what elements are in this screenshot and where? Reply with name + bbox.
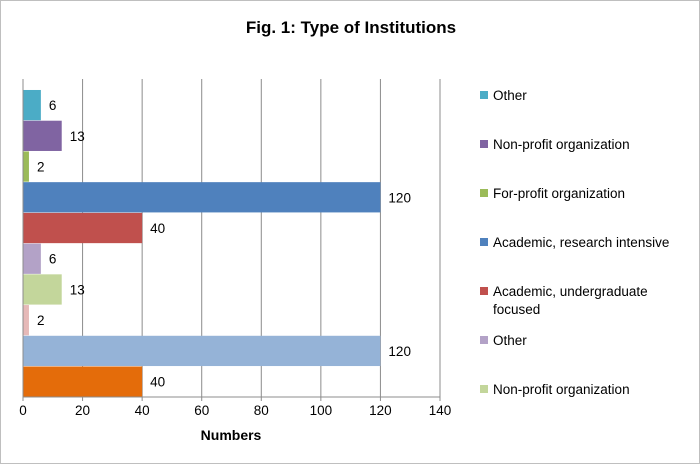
- data-label: 120: [388, 344, 411, 359]
- legend-label: focused: [493, 302, 540, 317]
- x-tick-label: 80: [254, 403, 269, 418]
- data-label: 40: [150, 221, 165, 236]
- bar: [23, 335, 381, 367]
- bar: [23, 305, 29, 336]
- bar: [23, 182, 381, 213]
- legend-item: Other: [480, 88, 527, 103]
- data-label: 13: [70, 129, 85, 144]
- x-tick-label: 120: [369, 403, 392, 418]
- data-label: 13: [70, 282, 85, 297]
- data-labels: 6 13 2 120 40 6 13 2 120 40: [37, 98, 411, 390]
- data-label: 2: [37, 313, 45, 328]
- x-axis-title: Numbers: [201, 427, 262, 443]
- x-tick-label: 20: [75, 403, 90, 418]
- bar: [23, 243, 41, 274]
- bar: [23, 366, 143, 397]
- legend-item: Academic, undergraduate focused: [480, 284, 648, 317]
- legend-swatch: [480, 91, 488, 99]
- legend-label: Non-profit organization: [493, 382, 630, 397]
- legend-label: For-profit organization: [493, 186, 625, 201]
- legend-item: Academic, research intensive: [480, 235, 669, 250]
- legend-swatch: [480, 336, 488, 344]
- x-tick-label: 60: [194, 403, 209, 418]
- legend-label: Non-profit organization: [493, 137, 630, 152]
- bar: [23, 89, 41, 121]
- x-tick-label: 40: [135, 403, 150, 418]
- legend-swatch: [480, 287, 488, 295]
- legend-item: Other: [480, 333, 527, 348]
- legend-item: Non-profit organization: [480, 137, 630, 152]
- bar: [23, 274, 62, 305]
- legend-label: Academic, undergraduate: [493, 284, 648, 299]
- data-label: 6: [49, 252, 57, 267]
- x-tick-label: 140: [429, 403, 452, 418]
- legend-swatch: [480, 238, 488, 246]
- bar: [23, 120, 62, 151]
- data-label: 40: [150, 375, 165, 390]
- legend-item: Non-profit organization: [480, 382, 630, 397]
- data-label: 120: [388, 190, 411, 205]
- legend-label: Academic, research intensive: [493, 235, 669, 250]
- legend-item: For-profit organization: [480, 186, 625, 201]
- legend-label: Other: [493, 333, 527, 348]
- x-tick-label: 0: [19, 403, 27, 418]
- data-label: 2: [37, 160, 45, 175]
- legend-swatch: [480, 189, 488, 197]
- legend-label: Other: [493, 88, 527, 103]
- bar: [23, 212, 143, 244]
- bars: [23, 89, 381, 397]
- x-tick-label: 100: [310, 403, 333, 418]
- data-label: 6: [49, 98, 57, 113]
- legend: Other Non-profit organization For-profit o…: [480, 88, 669, 397]
- bar: [23, 151, 29, 182]
- gridlines: [82, 79, 441, 397]
- chart-title: Fig. 1: Type of Institutions: [246, 18, 456, 37]
- axes: [22, 79, 441, 401]
- legend-swatch: [480, 385, 488, 393]
- legend-swatch: [480, 140, 488, 148]
- x-tick-labels: 0 20 40 60 80 100 120 140: [19, 403, 451, 418]
